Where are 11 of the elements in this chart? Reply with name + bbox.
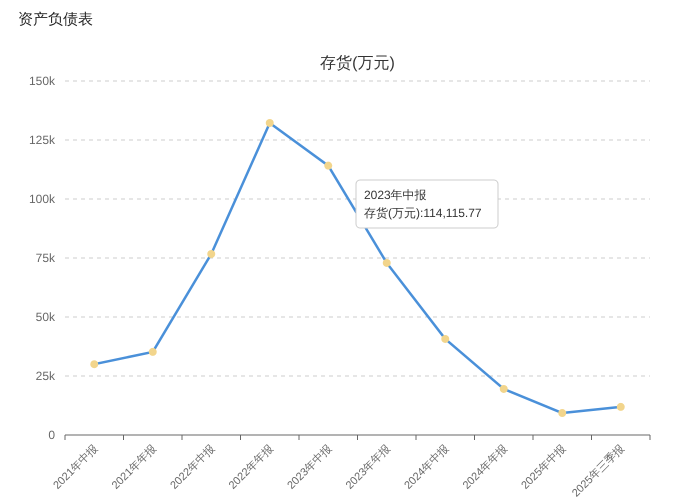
y-tick-label: 0 [48, 428, 56, 442]
annotation: 2023年中报 [364, 188, 427, 202]
chart-title: 存货(万元) [320, 54, 395, 72]
annotation: 存货(万元):114,115.77 [364, 206, 482, 220]
y-tick-label: 25k [36, 369, 56, 383]
chart-subtitle: 资产负债表 [18, 11, 93, 28]
y-tick-label: 75k [36, 251, 56, 265]
y-tick-label: 100k [28, 192, 56, 206]
y-tick-label: 150k [28, 74, 56, 88]
y-tick-label: 125k [28, 133, 56, 147]
y-tick-label: 50k [36, 310, 56, 324]
